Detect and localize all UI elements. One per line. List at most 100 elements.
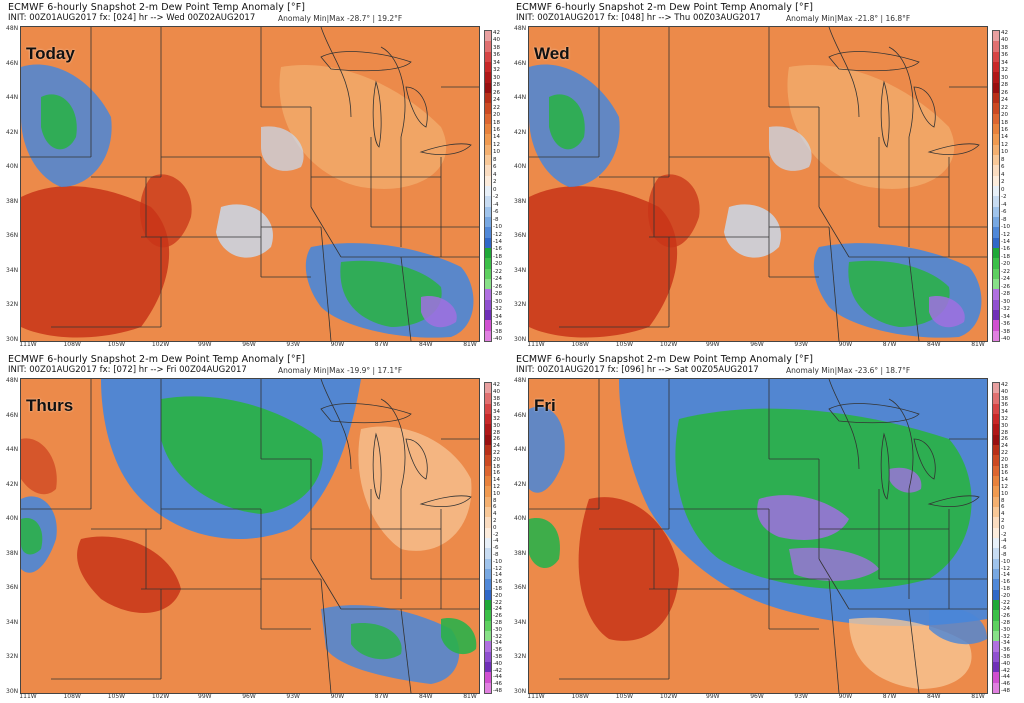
lake-erie bbox=[419, 495, 472, 508]
anomaly-region bbox=[929, 607, 987, 645]
latitude-label: 32N bbox=[514, 653, 527, 660]
colorbar-swatch bbox=[993, 196, 999, 207]
longitude-label: 93W bbox=[794, 341, 808, 348]
colorbar-tick-label: 6 bbox=[1001, 504, 1005, 511]
colorbar-tick-label: -30 bbox=[493, 298, 502, 305]
longitude-label: 90W bbox=[838, 693, 853, 700]
longitude-label: 108W bbox=[63, 341, 81, 348]
colorbar-tick-label: 38 bbox=[1001, 44, 1008, 51]
anomaly-region bbox=[787, 65, 955, 189]
longitude-label: 102W bbox=[151, 693, 170, 700]
latitude-label: 36N bbox=[514, 232, 527, 239]
colorbar bbox=[484, 30, 492, 342]
colorbar-swatch bbox=[485, 320, 491, 331]
colorbar-swatch bbox=[993, 309, 999, 321]
colorbar-swatch bbox=[485, 651, 491, 662]
colorbar-swatch bbox=[993, 51, 999, 62]
anomaly-field bbox=[529, 379, 987, 693]
colorbar-swatch bbox=[485, 61, 491, 73]
longitude-label: 99W bbox=[198, 341, 212, 348]
colorbar-tick-label: 36 bbox=[1001, 52, 1008, 59]
colorbar-tick-label: -24 bbox=[493, 276, 502, 283]
colorbar-swatch bbox=[485, 72, 491, 83]
state-border bbox=[400, 608, 412, 693]
colorbar-swatch bbox=[485, 579, 491, 590]
lake-michigan bbox=[372, 80, 382, 148]
colorbar-tick-label: -6 bbox=[493, 545, 499, 552]
colorbar-swatch bbox=[993, 216, 999, 228]
state-border bbox=[380, 398, 406, 490]
colorbar-ticks: 42 40 38 36 34 32 30 28 26 24 22 20 18 16 14 12 10 8 6 4 2 0-… bbox=[493, 30, 511, 342]
lake-superior bbox=[320, 403, 412, 424]
colorbar-tick-label: -8 bbox=[493, 552, 499, 558]
longitude-label: 93W bbox=[286, 693, 300, 700]
colorbar-swatch bbox=[485, 620, 491, 631]
colorbar-tick-label: 24 bbox=[493, 97, 500, 104]
latitude-label: 30N bbox=[6, 335, 19, 343]
colorbar-swatch bbox=[485, 237, 491, 248]
colorbar-tick-label: 30 bbox=[1001, 422, 1008, 429]
day-label: Wed bbox=[534, 44, 570, 63]
colorbar-tick-label: -34 bbox=[1001, 640, 1010, 647]
longitude-label: 102W bbox=[151, 341, 170, 348]
colorbar-tick-label: -16 bbox=[493, 246, 502, 253]
anomaly-field bbox=[529, 27, 987, 341]
latitude-label: 38N bbox=[6, 197, 19, 205]
colorbar-swatch bbox=[485, 299, 491, 310]
state-border bbox=[908, 256, 920, 341]
anomaly-region bbox=[279, 65, 447, 189]
colorbar-tick-label: -6 bbox=[493, 209, 499, 216]
colorbar-tick-label: -22 bbox=[1001, 268, 1010, 275]
colorbar-swatch bbox=[993, 599, 999, 611]
colorbar-tick-label: 28 bbox=[1001, 82, 1008, 89]
colorbar-tick-label: -14 bbox=[493, 572, 502, 579]
colorbar-swatch bbox=[993, 475, 999, 487]
colorbar-swatch bbox=[993, 641, 999, 652]
anomaly-region bbox=[441, 618, 477, 655]
colorbar-swatch bbox=[993, 682, 999, 693]
colorbar-tick-label: -44 bbox=[1001, 674, 1010, 681]
state-border bbox=[310, 558, 342, 610]
colorbar-tick-label: -20 bbox=[1001, 261, 1010, 268]
colorbar-tick-label: 36 bbox=[493, 402, 500, 409]
colorbar-tick-label: -2 bbox=[1001, 531, 1007, 538]
colorbar-tick-label: 16 bbox=[493, 127, 500, 134]
anomaly-region bbox=[769, 126, 812, 171]
longitude-label: 81W bbox=[971, 341, 985, 348]
lake-michigan bbox=[880, 432, 890, 500]
colorbar-tick-label: -20 bbox=[493, 592, 502, 599]
colorbar-swatch bbox=[993, 320, 999, 331]
lake-huron bbox=[405, 438, 428, 480]
lake-michigan bbox=[880, 80, 890, 148]
longitude-label: 90W bbox=[330, 693, 345, 700]
colorbar-tick-label: -2 bbox=[493, 531, 499, 538]
state-border bbox=[888, 398, 914, 490]
colorbar-swatch bbox=[485, 548, 491, 559]
colorbar-tick-label: -18 bbox=[493, 253, 502, 260]
colorbar-swatch bbox=[485, 506, 491, 518]
longitude-label: 105W bbox=[615, 341, 634, 348]
colorbar-swatch bbox=[993, 424, 999, 435]
colorbar-tick-label: -40 bbox=[1001, 336, 1010, 342]
colorbar-tick-label: 34 bbox=[493, 59, 500, 66]
colorbar-tick-label: 38 bbox=[1001, 395, 1008, 402]
colorbar-tick-label: 0 bbox=[493, 186, 497, 193]
state-border bbox=[320, 226, 332, 341]
colorbar-swatch bbox=[993, 144, 999, 155]
latitude-label: 46N bbox=[514, 59, 527, 67]
colorbar-swatch bbox=[485, 424, 491, 435]
colorbar-swatch bbox=[993, 589, 999, 600]
colorbar-tick-label: -18 bbox=[493, 586, 502, 592]
latitude-label: 42N bbox=[6, 128, 19, 136]
colorbar-tick-label: 40 bbox=[493, 388, 500, 395]
colorbar-tick-label: -48 bbox=[1001, 688, 1010, 694]
longitude-label: 96W bbox=[242, 693, 256, 700]
colorbar-swatch bbox=[993, 568, 999, 580]
colorbar-tick-label: 0 bbox=[1001, 186, 1005, 193]
colorbar-swatch bbox=[485, 113, 491, 124]
colorbar-swatch bbox=[993, 527, 999, 538]
longitude-label: 102W bbox=[659, 693, 678, 700]
colorbar-tick-label: -8 bbox=[493, 216, 499, 223]
state-borders bbox=[21, 27, 479, 341]
colorbar-tick-label: 18 bbox=[493, 119, 500, 126]
